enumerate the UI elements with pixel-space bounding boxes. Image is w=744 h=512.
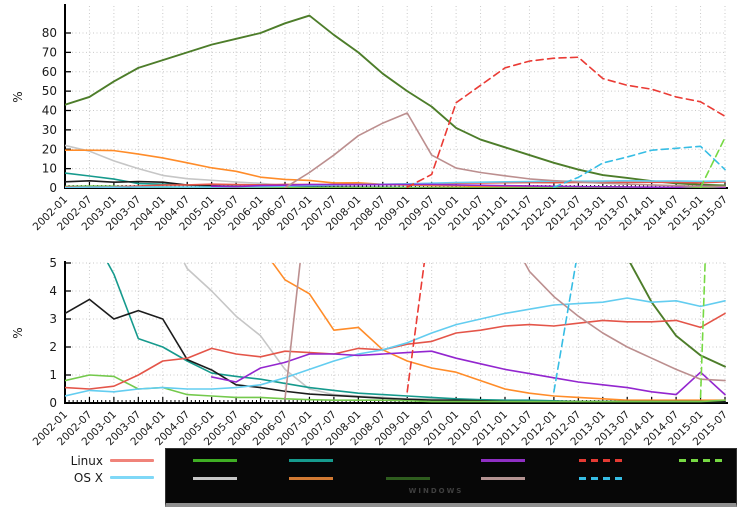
series-line-gray — [183, 263, 726, 403]
legend-sample-solid-b49392 — [481, 477, 525, 480]
series-line-cyan-dashed — [553, 145, 726, 188]
legend-sample-dashed-36bde4 — [579, 477, 623, 480]
y-axis-label-top: % — [11, 91, 25, 102]
chart-panel-bottom: 0123452002-012002-072003-012003-072004-0… — [11, 256, 731, 448]
y-tick-label: 1 — [49, 368, 57, 382]
legend-item-linux: Linux — [55, 452, 155, 469]
y-tick-label: 40 — [42, 104, 57, 118]
gridlines-top — [64, 6, 726, 188]
legend-left: Linux OS X — [55, 452, 155, 486]
ticks-bottom: 0123452002-012002-072003-012003-072004-0… — [31, 256, 731, 448]
series-line-purple — [210, 183, 726, 188]
series-line-purple — [210, 350, 726, 396]
series-line-black — [65, 298, 726, 403]
series-line-green-dashed — [699, 136, 726, 188]
y-tick-label: 20 — [42, 142, 57, 156]
series-line-red-dashed — [406, 56, 726, 188]
series-line-teal — [106, 263, 726, 403]
legend-sample-solid-3fae24 — [193, 459, 237, 462]
y-tick-label: 0 — [49, 396, 57, 410]
y-tick-label: 5 — [49, 256, 57, 270]
series-line-green-dark — [629, 263, 726, 368]
legend-sample-dashed-76d943 — [679, 459, 723, 462]
axes-bottom — [64, 261, 728, 404]
legend-sample-solid-169a8d — [289, 459, 333, 462]
series-line-tan — [284, 263, 726, 400]
y-tick-label: 80 — [42, 26, 57, 40]
legend-sample-solid-d27a33 — [289, 477, 333, 480]
series-lines-top — [65, 14, 726, 188]
y-tick-label: 0 — [49, 181, 57, 195]
y-axis-label-bottom: % — [11, 327, 25, 338]
series-line-green-dark — [65, 14, 726, 187]
y-tick-label: 70 — [42, 45, 57, 59]
chart-panel-top: 010203040506070802002-012002-072003-0120… — [11, 4, 730, 233]
series-line-osx-blue — [65, 297, 726, 397]
y-tick-label: 60 — [42, 65, 57, 79]
y-tick-label: 10 — [42, 162, 57, 176]
series-line-orange — [271, 263, 726, 401]
legend-sample-dashed-e43a33 — [579, 459, 623, 462]
legend-label-osx: OS X — [73, 470, 103, 485]
gridlines-bottom — [64, 262, 726, 403]
legend-line-osx — [110, 476, 154, 479]
series-line-tan — [284, 112, 726, 188]
y-tick-label: 2 — [49, 340, 57, 354]
legend-item-osx: OS X — [55, 469, 155, 486]
series-line-linux-red — [65, 312, 726, 390]
series-lines-bottom — [65, 263, 726, 403]
y-tick-label: 30 — [42, 123, 57, 137]
series-line-cyan-dashed — [553, 263, 577, 393]
y-tick-label: 50 — [42, 84, 57, 98]
legend-watermark: WINDOWS — [408, 487, 464, 495]
series-line-green-dashed — [699, 263, 706, 399]
legend-line-linux — [110, 459, 154, 462]
legend-sample-solid-c6c6c6 — [193, 477, 237, 480]
legend-sample-solid-8f2fc4 — [481, 459, 525, 462]
series-line-green-light — [65, 374, 726, 403]
legend-label-linux: Linux — [70, 453, 103, 468]
axes-top — [64, 4, 728, 189]
y-tick-label: 4 — [49, 284, 57, 298]
legend-sample-solid-2e5c1e — [386, 477, 430, 480]
legend-box-windows: WINDOWS — [165, 448, 737, 507]
y-tick-label: 3 — [49, 312, 57, 326]
